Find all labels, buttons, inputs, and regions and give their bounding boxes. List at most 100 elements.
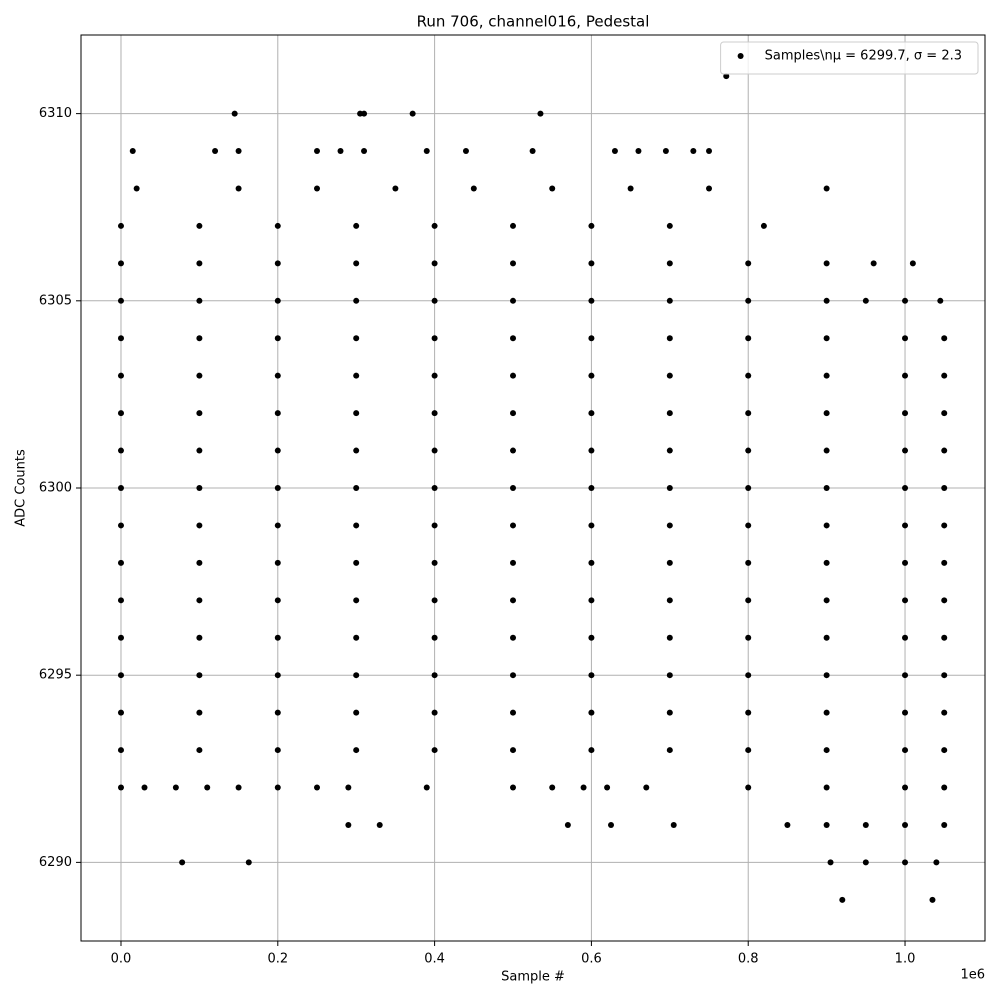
point <box>666 672 673 679</box>
point <box>941 410 948 417</box>
point <box>870 260 877 267</box>
point <box>666 372 673 379</box>
legend-marker <box>737 53 744 59</box>
point <box>902 485 909 491</box>
point <box>823 260 830 267</box>
point <box>196 297 203 304</box>
point <box>902 597 909 604</box>
point <box>823 335 830 342</box>
legend: Samples\nμ = 6299.7, σ = 2.3 <box>720 41 979 75</box>
point <box>196 522 203 529</box>
point <box>941 672 948 679</box>
point <box>510 410 517 417</box>
point <box>588 559 595 566</box>
point <box>117 784 124 791</box>
point <box>196 410 203 417</box>
axes: 0.0 0.2 0.4 0.6 0.8 1.0 6290 6295 6300 6305 6310 <box>39 106 915 966</box>
point <box>117 522 124 529</box>
x-tick-label: 0.8 <box>738 952 759 967</box>
point <box>823 821 830 828</box>
point <box>666 222 673 229</box>
point <box>902 447 909 454</box>
point <box>196 559 203 566</box>
point <box>313 784 320 791</box>
y-tick-label: 6305 <box>39 293 72 308</box>
point <box>274 747 281 754</box>
point <box>231 110 238 117</box>
point <box>274 709 281 716</box>
point <box>604 784 611 791</box>
point <box>745 260 752 267</box>
point <box>643 784 650 791</box>
point <box>212 148 219 155</box>
point <box>353 447 360 454</box>
point <box>902 709 909 716</box>
point <box>117 410 124 417</box>
point <box>274 672 281 679</box>
point <box>409 110 416 117</box>
point <box>510 485 517 491</box>
point <box>431 559 438 566</box>
point <box>274 784 281 791</box>
point <box>431 522 438 529</box>
point <box>666 297 673 304</box>
point <box>666 410 673 417</box>
point <box>431 410 438 417</box>
point <box>376 821 383 828</box>
point <box>902 672 909 679</box>
point <box>666 747 673 754</box>
point <box>827 859 834 866</box>
point <box>784 821 791 828</box>
point <box>823 672 830 679</box>
point <box>666 447 673 454</box>
point <box>470 185 477 192</box>
point <box>353 222 360 229</box>
point <box>431 297 438 304</box>
point <box>423 784 430 791</box>
point <box>723 73 730 80</box>
point <box>823 559 830 566</box>
point <box>588 485 595 491</box>
point <box>353 747 360 754</box>
point <box>823 709 830 716</box>
point <box>902 634 909 641</box>
point <box>823 297 830 304</box>
y-axis-label: ADC Counts <box>14 449 29 527</box>
point <box>745 485 752 491</box>
point <box>862 821 869 828</box>
point <box>823 447 830 454</box>
point <box>196 485 203 491</box>
point <box>431 260 438 267</box>
point <box>196 447 203 454</box>
point <box>274 522 281 529</box>
point <box>353 709 360 716</box>
point <box>611 148 618 155</box>
point <box>431 485 438 491</box>
point <box>431 672 438 679</box>
x-tick-label: 0.2 <box>267 952 288 967</box>
point <box>745 410 752 417</box>
point <box>510 522 517 529</box>
legend-label: Samples\nμ = 6299.7, σ = 2.3 <box>765 49 962 64</box>
point <box>580 784 587 791</box>
point <box>274 597 281 604</box>
point <box>392 185 399 192</box>
point <box>345 784 352 791</box>
point <box>690 148 697 155</box>
point <box>196 672 203 679</box>
point <box>902 821 909 828</box>
point <box>196 372 203 379</box>
point <box>423 148 430 155</box>
point <box>510 372 517 379</box>
point <box>627 185 634 192</box>
point <box>666 485 673 491</box>
point <box>129 148 136 155</box>
point <box>529 148 536 155</box>
point <box>196 747 203 754</box>
point <box>760 222 767 229</box>
point <box>941 335 948 342</box>
point <box>902 559 909 566</box>
point <box>941 634 948 641</box>
point <box>588 747 595 754</box>
point <box>745 747 752 754</box>
